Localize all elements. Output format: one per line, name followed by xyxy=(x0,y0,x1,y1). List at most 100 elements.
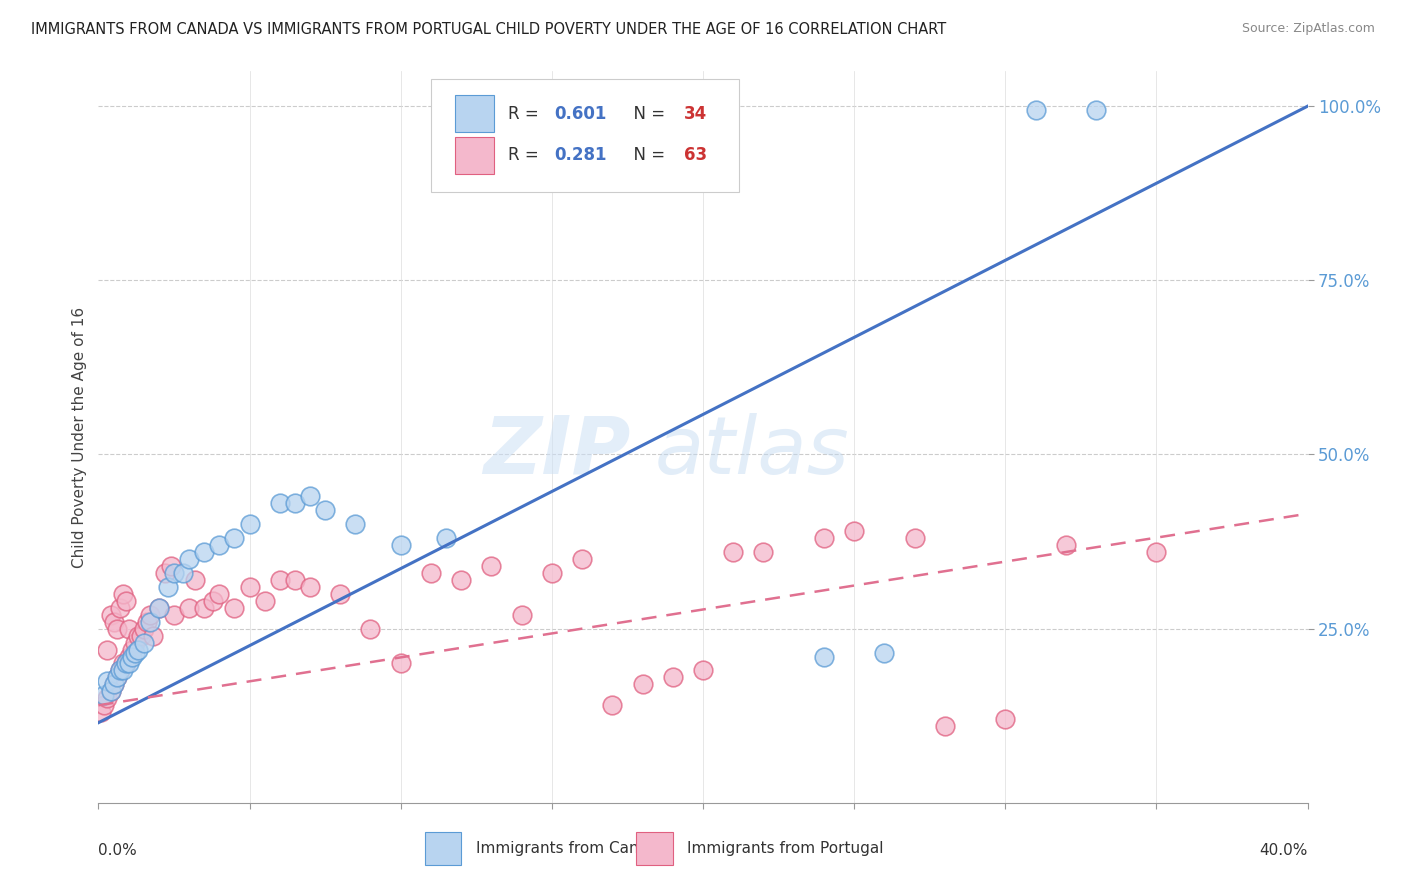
Text: atlas: atlas xyxy=(655,413,849,491)
Point xyxy=(844,524,866,538)
Point xyxy=(481,558,503,573)
Point xyxy=(114,594,136,608)
Text: R =: R = xyxy=(509,146,544,164)
Point xyxy=(142,629,165,643)
Point xyxy=(934,719,956,733)
Point xyxy=(193,600,215,615)
Point xyxy=(132,635,155,649)
Point xyxy=(103,615,125,629)
Point xyxy=(224,531,246,545)
Point xyxy=(105,670,128,684)
Point xyxy=(1054,538,1077,552)
Point xyxy=(602,698,624,713)
Point xyxy=(314,503,336,517)
Text: Immigrants from Portugal: Immigrants from Portugal xyxy=(688,841,884,856)
Point xyxy=(139,615,162,629)
Point xyxy=(723,545,745,559)
Point xyxy=(96,642,118,657)
Point xyxy=(105,622,128,636)
Point xyxy=(284,496,307,510)
Point xyxy=(208,587,231,601)
Point xyxy=(148,600,170,615)
Point xyxy=(571,552,593,566)
Text: R =: R = xyxy=(509,104,544,123)
Point xyxy=(873,646,896,660)
Point xyxy=(96,673,118,688)
Point xyxy=(692,664,714,678)
Point xyxy=(284,573,307,587)
Point xyxy=(540,566,562,580)
Point xyxy=(389,657,412,671)
Point xyxy=(108,664,131,678)
Point xyxy=(224,600,246,615)
Point xyxy=(148,600,170,615)
Point xyxy=(179,600,201,615)
Point xyxy=(132,622,155,636)
Point xyxy=(813,531,835,545)
Point xyxy=(111,587,134,601)
Point xyxy=(208,538,231,552)
Text: 40.0%: 40.0% xyxy=(1260,843,1308,858)
Text: 34: 34 xyxy=(683,104,707,123)
Text: 0.601: 0.601 xyxy=(554,104,606,123)
Point xyxy=(90,705,112,719)
Point xyxy=(1024,103,1046,117)
Point xyxy=(420,566,443,580)
Point xyxy=(904,531,927,545)
Point xyxy=(163,566,186,580)
Point xyxy=(344,517,367,532)
Point xyxy=(111,657,134,671)
Text: 0.281: 0.281 xyxy=(554,146,607,164)
Point xyxy=(118,622,141,636)
Point xyxy=(93,698,115,713)
FancyBboxPatch shape xyxy=(432,78,740,192)
Point xyxy=(202,594,225,608)
Point xyxy=(994,712,1017,726)
Point xyxy=(129,629,152,643)
Point xyxy=(93,688,115,702)
Point xyxy=(108,664,131,678)
Point xyxy=(114,657,136,671)
Point xyxy=(103,677,125,691)
Point xyxy=(124,635,146,649)
Point xyxy=(269,573,291,587)
Point xyxy=(100,684,122,698)
Point xyxy=(160,558,183,573)
Point xyxy=(299,580,322,594)
Point xyxy=(100,607,122,622)
Point xyxy=(239,517,262,532)
Point xyxy=(184,573,207,587)
Text: IMMIGRANTS FROM CANADA VS IMMIGRANTS FROM PORTUGAL CHILD POVERTY UNDER THE AGE O: IMMIGRANTS FROM CANADA VS IMMIGRANTS FRO… xyxy=(31,22,946,37)
Point xyxy=(661,670,683,684)
Point xyxy=(389,538,412,552)
Point xyxy=(193,545,215,559)
Point xyxy=(813,649,835,664)
Point xyxy=(139,607,162,622)
Point xyxy=(172,566,194,580)
Text: N =: N = xyxy=(623,104,671,123)
Point xyxy=(163,607,186,622)
Point xyxy=(105,670,128,684)
Point xyxy=(631,677,654,691)
Bar xyxy=(456,137,494,174)
Point xyxy=(135,615,157,629)
Point xyxy=(114,657,136,671)
Point xyxy=(127,629,149,643)
Point xyxy=(156,580,179,594)
Point xyxy=(253,594,276,608)
Point xyxy=(121,649,143,664)
Point xyxy=(1085,103,1108,117)
Point xyxy=(360,622,382,636)
Point xyxy=(127,642,149,657)
Text: 0.0%: 0.0% xyxy=(98,843,138,858)
Point xyxy=(239,580,262,594)
Text: Source: ZipAtlas.com: Source: ZipAtlas.com xyxy=(1241,22,1375,36)
Point xyxy=(450,573,472,587)
Point xyxy=(103,677,125,691)
Point xyxy=(434,531,457,545)
Point xyxy=(179,552,201,566)
Point xyxy=(108,600,131,615)
Point xyxy=(329,587,352,601)
Point xyxy=(1144,545,1167,559)
Point xyxy=(124,646,146,660)
